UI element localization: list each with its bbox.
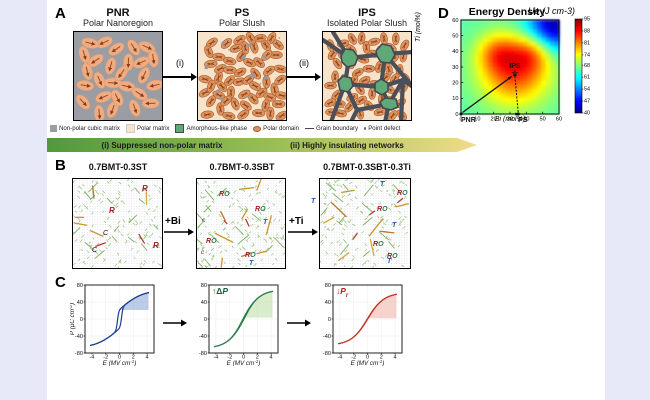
svg-text:80: 80 xyxy=(201,283,207,289)
svg-text:30: 30 xyxy=(452,65,458,71)
svg-text:IPS: IPS xyxy=(509,63,521,70)
svg-text:(i) Suppressed non-polar matri: (i) Suppressed non-polar matrix xyxy=(102,141,223,150)
svg-text:50: 50 xyxy=(540,117,546,123)
svg-text:0: 0 xyxy=(204,317,207,323)
svg-text:74: 74 xyxy=(584,52,590,58)
svg-text:10: 10 xyxy=(452,96,458,102)
svg-text:95: 95 xyxy=(584,17,590,23)
svg-text:(ii) Highly insulating network: (ii) Highly insulating networks xyxy=(290,141,404,150)
svg-text:E (MV cm-1): E (MV cm-1) xyxy=(227,359,261,367)
svg-text:0: 0 xyxy=(80,317,83,323)
svg-text:50: 50 xyxy=(452,33,458,39)
svg-text:-40: -40 xyxy=(75,334,83,340)
svg-text:80: 80 xyxy=(325,283,331,289)
svg-text:40: 40 xyxy=(201,300,207,306)
svg-text:40: 40 xyxy=(452,49,458,55)
svg-text:60: 60 xyxy=(556,117,562,123)
svg-text:-4: -4 xyxy=(337,354,342,360)
svg-text:-4: -4 xyxy=(89,354,94,360)
svg-text:-80: -80 xyxy=(75,351,83,357)
svg-text:↑ΔP: ↑ΔP xyxy=(212,286,228,296)
svg-text:47: 47 xyxy=(584,99,590,105)
svg-text:-80: -80 xyxy=(323,351,331,357)
svg-text:81: 81 xyxy=(584,41,590,47)
svg-text:0: 0 xyxy=(455,112,458,118)
svg-text:4: 4 xyxy=(270,354,273,360)
svg-text:68: 68 xyxy=(584,63,590,69)
svg-text:-80: -80 xyxy=(199,351,207,357)
svg-text:40: 40 xyxy=(584,111,590,117)
svg-text:-4: -4 xyxy=(213,354,218,360)
svg-text:80: 80 xyxy=(77,283,83,289)
svg-text:61: 61 xyxy=(584,75,590,81)
svg-text:54: 54 xyxy=(584,87,590,93)
svg-text:60: 60 xyxy=(452,18,458,24)
svg-text:-40: -40 xyxy=(323,334,331,340)
svg-text:E (MV cm-1): E (MV cm-1) xyxy=(103,359,137,367)
svg-text:PNR: PNR xyxy=(461,117,476,124)
svg-text:4: 4 xyxy=(146,354,149,360)
svg-text:20: 20 xyxy=(452,80,458,86)
svg-text:E (MV cm-1): E (MV cm-1) xyxy=(351,359,385,367)
svg-text:88: 88 xyxy=(584,29,590,35)
svg-text:4: 4 xyxy=(394,354,397,360)
svg-text:40: 40 xyxy=(325,300,331,306)
svg-text:40: 40 xyxy=(77,300,83,306)
svg-text:-40: -40 xyxy=(199,334,207,340)
svg-text:P (µC cm-2): P (µC cm-2) xyxy=(70,303,76,335)
svg-text:0: 0 xyxy=(328,317,331,323)
